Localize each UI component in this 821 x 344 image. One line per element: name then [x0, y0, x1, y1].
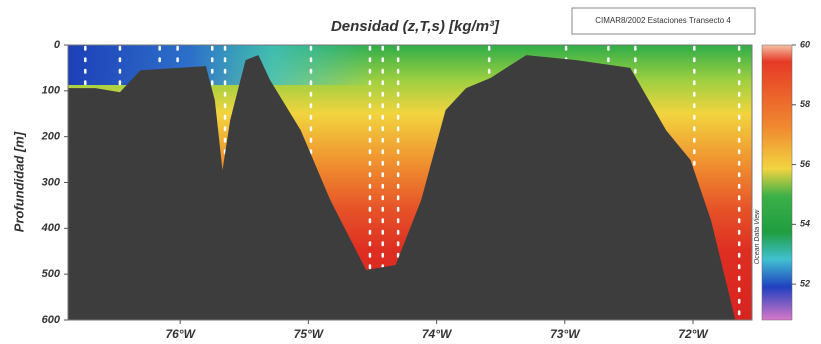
colorbar-tick-label: 60: [800, 39, 810, 49]
colorbar-tick-label: 52: [800, 279, 810, 289]
x-tick-label: 75°W: [294, 327, 325, 341]
colorbar-tick-label: 58: [800, 99, 810, 109]
x-tick-label: 76°W: [165, 327, 196, 341]
colorbar-caption: Ocean Data View: [754, 209, 761, 264]
x-tick-label: 72°W: [678, 327, 709, 341]
legend-text: CIMAR8/2002 Estaciones Transecto 4: [595, 16, 731, 25]
y-tick-label: 100: [42, 85, 61, 97]
colorbar-tick-label: 56: [800, 159, 811, 169]
y-tick-label: 600: [42, 314, 61, 326]
x-tick-label: 74°W: [422, 327, 453, 341]
legend-box: [571, 7, 756, 35]
y-tick-label: 0: [54, 39, 61, 51]
chart-title: Densidad (z,T,s) [kg/m³]: [331, 18, 500, 35]
x-tick-label: 73°W: [550, 327, 581, 341]
y-tick-label: 400: [41, 222, 61, 234]
y-tick-label: 300: [42, 176, 61, 188]
bathymetry: [68, 55, 736, 320]
y-tick-label: 200: [41, 131, 61, 143]
y-tick-label: 500: [42, 268, 61, 280]
colorbar-tick-label: 54: [800, 219, 810, 229]
y-axis-label: Profundidad [m]: [11, 131, 26, 232]
colorbar: [761, 44, 793, 321]
